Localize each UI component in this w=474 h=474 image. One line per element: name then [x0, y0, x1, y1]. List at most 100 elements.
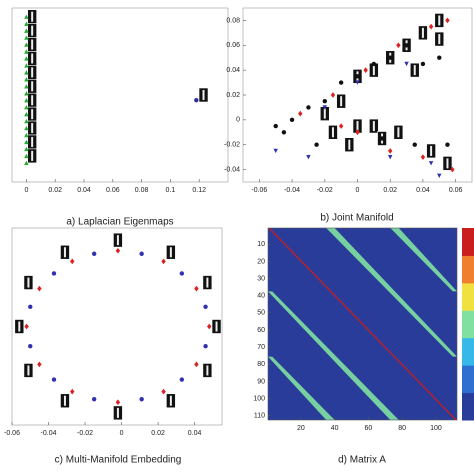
plot-frame — [267, 227, 458, 421]
point — [24, 125, 29, 131]
thumbnail-figure — [323, 108, 326, 119]
x-tick-label: -0.04 — [41, 430, 57, 437]
x-tick-label: 0 — [120, 430, 124, 437]
point — [450, 166, 455, 173]
thumbnail-figure — [169, 247, 172, 258]
point — [445, 142, 450, 147]
thumbnail-figure — [18, 321, 21, 332]
x-tick-label: -0.06 — [4, 430, 20, 437]
plot-frame — [11, 7, 229, 183]
point — [51, 377, 57, 382]
point — [428, 23, 434, 30]
point — [404, 43, 409, 48]
point — [445, 17, 450, 24]
y-tick-label: 0.06 — [226, 42, 240, 49]
y-tick-label: 50 — [257, 310, 265, 317]
x-tick-label: 0.04 — [77, 187, 91, 194]
point — [24, 77, 29, 82]
point — [28, 344, 33, 349]
point — [24, 84, 29, 89]
panel-title: a) Laplacian Eigenmaps — [66, 217, 173, 228]
point — [24, 160, 29, 166]
point — [194, 285, 199, 292]
thumbnail-figure — [446, 158, 449, 169]
colorbar-segment — [462, 255, 474, 284]
point — [24, 56, 29, 61]
thumbnail-figure — [31, 11, 34, 22]
thumbnail-figure — [31, 25, 34, 36]
point — [179, 377, 185, 382]
point — [289, 117, 295, 123]
thumbnail-figure — [331, 127, 334, 138]
point — [298, 110, 303, 117]
point — [24, 49, 29, 54]
x-tick-label: 0 — [356, 187, 360, 194]
thumbnail-figure — [340, 96, 343, 107]
point — [194, 98, 199, 103]
y-tick-label: 30 — [257, 275, 265, 282]
point — [37, 285, 42, 292]
point — [203, 304, 208, 309]
point — [139, 251, 144, 256]
point — [24, 146, 29, 152]
panel-title: c) Multi-Manifold Embedding — [55, 455, 182, 466]
point — [24, 70, 29, 75]
x-tick-label: -0.06 — [251, 187, 267, 194]
point — [388, 154, 393, 160]
y-tick-label: 40 — [257, 293, 265, 300]
thumbnail-figure — [215, 321, 218, 332]
point — [24, 21, 29, 26]
thumbnail-figure — [31, 95, 34, 106]
x-tick-label: 0.02 — [48, 187, 62, 194]
y-tick-label: 20 — [257, 258, 265, 265]
point — [363, 67, 368, 74]
colorbar-segment — [462, 365, 474, 394]
thumbnail-figure — [206, 277, 209, 288]
point — [24, 132, 29, 138]
matrix-band — [390, 228, 457, 292]
x-tick-label: 0.06 — [106, 187, 120, 194]
point — [203, 344, 208, 349]
point — [91, 397, 97, 402]
point — [322, 99, 327, 104]
point — [355, 74, 360, 79]
point — [24, 104, 29, 110]
point — [207, 323, 212, 330]
matrix-band — [326, 228, 457, 357]
point — [379, 136, 385, 141]
colorbar-segment — [462, 337, 474, 366]
thumbnail-figure — [63, 395, 66, 406]
thumbnail-figure — [438, 15, 441, 26]
x-tick-label: -0.04 — [284, 187, 300, 194]
panel-title: b) Joint Manifold — [320, 213, 393, 224]
x-tick-label: -0.02 — [317, 187, 333, 194]
y-tick-label: 0.04 — [226, 67, 240, 74]
thumbnail-figure — [348, 139, 351, 150]
thumbnail-figure — [31, 136, 34, 147]
point — [24, 323, 29, 330]
x-tick-label: 0.04 — [416, 187, 430, 194]
thumbnail-figure — [430, 145, 433, 156]
point — [314, 142, 319, 147]
point — [330, 92, 336, 98]
point — [355, 129, 360, 136]
x-tick-label: 40 — [331, 425, 339, 432]
y-tick-label: 0.08 — [226, 17, 240, 24]
matrix-band — [268, 291, 399, 420]
thumbnail-figure — [206, 365, 209, 376]
point — [420, 154, 426, 161]
point — [70, 258, 75, 265]
point — [306, 154, 311, 160]
x-tick-label: 0.02 — [151, 430, 165, 437]
point — [404, 61, 409, 67]
point — [338, 80, 344, 85]
y-tick-label: 0.02 — [226, 92, 240, 99]
thumbnail-figure — [31, 81, 34, 92]
y-tick-label: 70 — [257, 344, 265, 351]
point — [388, 148, 393, 154]
x-tick-label: 60 — [365, 425, 373, 432]
colorbar-segment — [462, 282, 474, 311]
point — [24, 35, 29, 40]
x-tick-label: 0.08 — [135, 187, 149, 194]
